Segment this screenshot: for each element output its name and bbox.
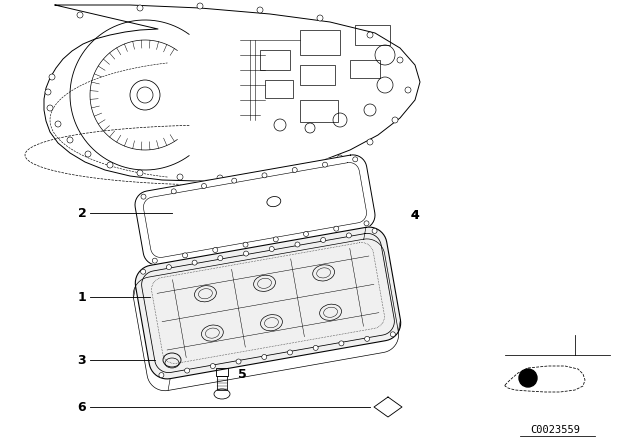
Bar (350, 60, 380, 78)
Circle shape (321, 237, 326, 242)
Circle shape (217, 175, 223, 181)
Circle shape (177, 174, 183, 180)
Circle shape (297, 165, 303, 171)
Circle shape (244, 251, 248, 256)
Circle shape (346, 233, 351, 238)
Circle shape (269, 246, 275, 251)
Circle shape (184, 368, 189, 373)
Text: 2: 2 (77, 207, 86, 220)
Circle shape (303, 232, 308, 237)
Circle shape (367, 139, 373, 145)
Circle shape (287, 350, 292, 355)
Circle shape (295, 242, 300, 247)
Circle shape (152, 258, 157, 263)
Circle shape (334, 226, 339, 231)
Bar (300, 30, 340, 55)
Circle shape (313, 345, 318, 350)
Text: 4: 4 (411, 208, 419, 221)
Circle shape (292, 168, 297, 172)
Bar (217, 376, 227, 390)
Text: C0023559: C0023559 (530, 425, 580, 435)
Circle shape (67, 137, 73, 143)
Polygon shape (505, 366, 585, 392)
Text: 4: 4 (411, 208, 419, 221)
Circle shape (405, 87, 411, 93)
Circle shape (365, 336, 370, 341)
Circle shape (339, 341, 344, 346)
Circle shape (159, 373, 164, 378)
Polygon shape (135, 155, 375, 265)
Circle shape (392, 117, 398, 123)
Circle shape (367, 32, 373, 38)
Circle shape (390, 332, 396, 337)
Circle shape (77, 12, 83, 18)
Circle shape (107, 162, 113, 168)
Circle shape (236, 359, 241, 364)
Circle shape (262, 173, 267, 178)
Circle shape (243, 242, 248, 247)
Circle shape (262, 354, 267, 359)
Circle shape (372, 228, 377, 233)
Circle shape (85, 151, 91, 157)
Text: 6: 6 (77, 401, 86, 414)
Polygon shape (135, 227, 401, 379)
Circle shape (45, 89, 51, 95)
Circle shape (337, 155, 343, 161)
Text: 3: 3 (77, 353, 86, 366)
Circle shape (137, 5, 143, 11)
Circle shape (257, 7, 263, 13)
Circle shape (257, 172, 263, 178)
Circle shape (141, 194, 146, 199)
Circle shape (273, 237, 278, 242)
Circle shape (317, 15, 323, 21)
Circle shape (197, 3, 203, 9)
Circle shape (218, 256, 223, 261)
Bar (216, 368, 228, 376)
Bar (265, 80, 293, 98)
Bar (300, 100, 338, 122)
Bar (355, 25, 390, 45)
Circle shape (141, 269, 146, 274)
Circle shape (519, 369, 537, 387)
Circle shape (49, 74, 55, 80)
Circle shape (397, 57, 403, 63)
Circle shape (212, 247, 218, 253)
Bar (300, 65, 335, 85)
Text: 1: 1 (77, 290, 86, 303)
Circle shape (192, 260, 197, 265)
Circle shape (47, 105, 53, 111)
Circle shape (211, 363, 215, 369)
Circle shape (55, 121, 61, 127)
Circle shape (172, 189, 176, 194)
Circle shape (137, 170, 143, 176)
Polygon shape (374, 397, 402, 417)
Circle shape (166, 265, 172, 270)
Circle shape (232, 178, 237, 183)
Text: 5: 5 (237, 367, 246, 380)
Circle shape (182, 253, 188, 258)
Bar (260, 50, 290, 70)
Polygon shape (44, 5, 420, 181)
Circle shape (202, 184, 207, 189)
Circle shape (353, 157, 358, 162)
Circle shape (323, 162, 328, 167)
Circle shape (364, 221, 369, 226)
